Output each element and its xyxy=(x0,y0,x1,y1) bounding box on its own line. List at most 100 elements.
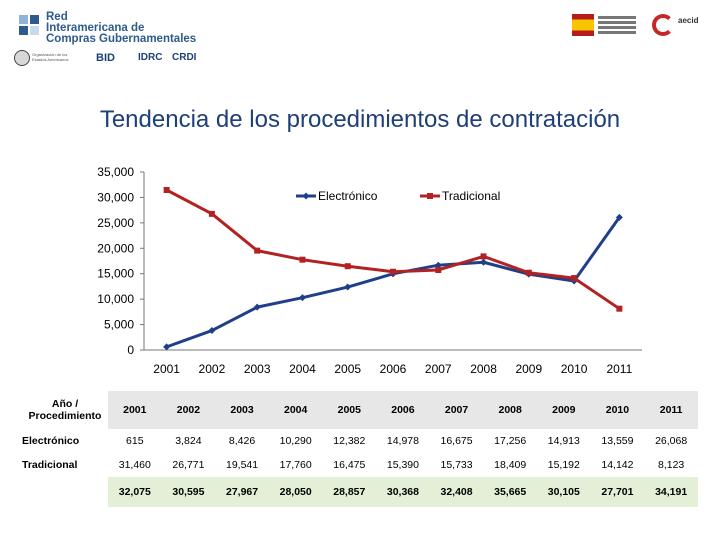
table-year-cell: 2004 xyxy=(268,391,323,429)
table-total-cell: 30,595 xyxy=(161,477,216,507)
x-tick-label: 2007 xyxy=(425,362,452,376)
data-point-tradicional xyxy=(435,266,442,273)
page-title: Tendencia de los procedimientos de contr… xyxy=(99,106,621,133)
data-point-electronico xyxy=(344,283,352,291)
table-cell: 8,123 xyxy=(657,459,685,471)
table-cell: 12,382 xyxy=(333,435,366,447)
data-point-electronico xyxy=(615,213,623,221)
aecid-text: aecid xyxy=(678,16,699,25)
table-total-cell: 32,075 xyxy=(108,477,162,507)
table-total-cell: 35,665 xyxy=(483,477,537,507)
x-tick-label: 2002 xyxy=(199,362,226,376)
table-cell: 3,824 xyxy=(175,435,202,447)
table-total-row: 32,075 30,595 27,967 28,050 28,857 30,368 32,4… xyxy=(22,477,698,507)
table-cell: 26,068 xyxy=(655,435,688,447)
table-total-cell: 28,050 xyxy=(268,477,323,507)
oas-seal-icon xyxy=(14,50,30,66)
table-cell: 15,733 xyxy=(440,459,473,471)
table-total-cell: 27,967 xyxy=(215,477,269,507)
data-point-electronico xyxy=(253,303,261,311)
org-name: Red Interamericana de Compras Gubernamen… xyxy=(46,11,197,45)
table-year-cell: 2009 xyxy=(537,391,591,429)
table-cell: 14,978 xyxy=(386,435,419,447)
data-point-tradicional xyxy=(299,256,306,263)
table-cell: 14,913 xyxy=(547,435,580,447)
y-tick-label: 35,000 xyxy=(97,165,134,179)
table-year-cell: 2002 xyxy=(161,391,216,429)
table-total-cell: 30,368 xyxy=(376,477,430,507)
table-cell: 17,256 xyxy=(494,435,527,447)
table-year-cell: 2005 xyxy=(322,391,377,429)
table-cell: 13,559 xyxy=(601,435,634,447)
table-row: Tradicional 31,460 26,771 19,541 17,760 16,47… xyxy=(22,453,698,477)
table-cell: 10,290 xyxy=(279,435,312,447)
y-tick-label: 25,000 xyxy=(97,216,134,230)
data-point-tradicional xyxy=(344,263,351,270)
partner-idrc: IDRC xyxy=(138,52,163,63)
table-row-label: Tradicional xyxy=(22,459,78,471)
partner-bid: BID xyxy=(96,52,115,64)
y-tick-label: 15,000 xyxy=(97,267,134,281)
table-year-cell: 2007 xyxy=(429,391,484,429)
table-cell: 16,675 xyxy=(440,435,473,447)
chart-series xyxy=(163,187,623,351)
data-point-tradicional xyxy=(480,253,487,260)
aecid-ring-icon xyxy=(652,14,674,36)
data-point-tradicional xyxy=(163,187,170,194)
x-tick-label: 2005 xyxy=(334,362,361,376)
table-cell: 31,460 xyxy=(118,459,151,471)
table-total-label xyxy=(22,477,108,507)
table-cell: 17,760 xyxy=(279,459,312,471)
table-total-cell: 28,857 xyxy=(322,477,377,507)
partner-oas: Organización de los Estados Americanos xyxy=(32,52,69,62)
red-interamericana-logo: Red Interamericana de Compras Gubernamen… xyxy=(18,11,218,48)
network-logo-icon xyxy=(19,15,39,35)
data-point-tradicional xyxy=(254,247,261,254)
table-year-cell: 2010 xyxy=(590,391,645,429)
series-line-tradicional xyxy=(165,188,621,310)
data-point-electronico xyxy=(163,343,171,351)
table-total-cell: 27,701 xyxy=(590,477,645,507)
spain-flag-icon xyxy=(572,14,594,36)
legend-marker xyxy=(427,193,433,199)
chart-axes: 0 5,000 10,000 15,000 20,000 25,000 30,000 35,0… xyxy=(97,165,642,376)
y-tick-label: 30,000 xyxy=(97,190,134,204)
data-table: Año / Procedimiento 2001 2002 2003 2004 2005 2… xyxy=(22,391,698,507)
table-cell: 615 xyxy=(126,435,144,447)
aecid-logo: aecid xyxy=(650,10,710,40)
data-point-tradicional xyxy=(571,275,578,282)
data-point-tradicional xyxy=(208,210,215,217)
x-tick-label: 2001 xyxy=(153,362,180,376)
spain-logo-text-lines xyxy=(598,16,636,19)
data-point-electronico xyxy=(480,258,488,266)
table-total-cell: 34,191 xyxy=(644,477,698,507)
data-point-tradicional xyxy=(525,269,532,276)
y-tick-label: 10,000 xyxy=(97,292,134,306)
table-year-cell: 2001 xyxy=(108,391,162,429)
legend-marker xyxy=(302,192,310,200)
table-cell: 15,390 xyxy=(386,459,419,471)
x-tick-label: 2011 xyxy=(606,362,632,376)
y-tick-label: 5,000 xyxy=(104,318,134,332)
series-line-electronico xyxy=(166,216,621,349)
chart-legend: Electrónico Tradicional xyxy=(296,189,500,203)
x-tick-label: 2008 xyxy=(470,362,497,376)
legend-label: Tradicional xyxy=(442,189,500,203)
data-point-electronico xyxy=(434,261,442,269)
table-year-cell: 2008 xyxy=(483,391,537,429)
table-cell: 15,192 xyxy=(547,459,580,471)
table-total-cell: 30,105 xyxy=(537,477,591,507)
x-tick-label: 2009 xyxy=(515,362,542,376)
x-tick-label: 2010 xyxy=(561,362,588,376)
table-cell: 16,475 xyxy=(333,459,366,471)
x-tick-label: 2006 xyxy=(380,362,407,376)
table-header-row: Año / Procedimiento 2001 2002 2003 2004 2005 2… xyxy=(22,391,698,429)
legend-label: Electrónico xyxy=(318,189,378,203)
data-point-tradicional xyxy=(616,305,623,312)
table-total-cell: 32,408 xyxy=(429,477,484,507)
table-cell: 8,426 xyxy=(228,435,256,447)
table-cell: 18,409 xyxy=(494,459,527,471)
table-year-cell: 2003 xyxy=(215,391,269,429)
y-tick-label: 20,000 xyxy=(97,241,134,255)
